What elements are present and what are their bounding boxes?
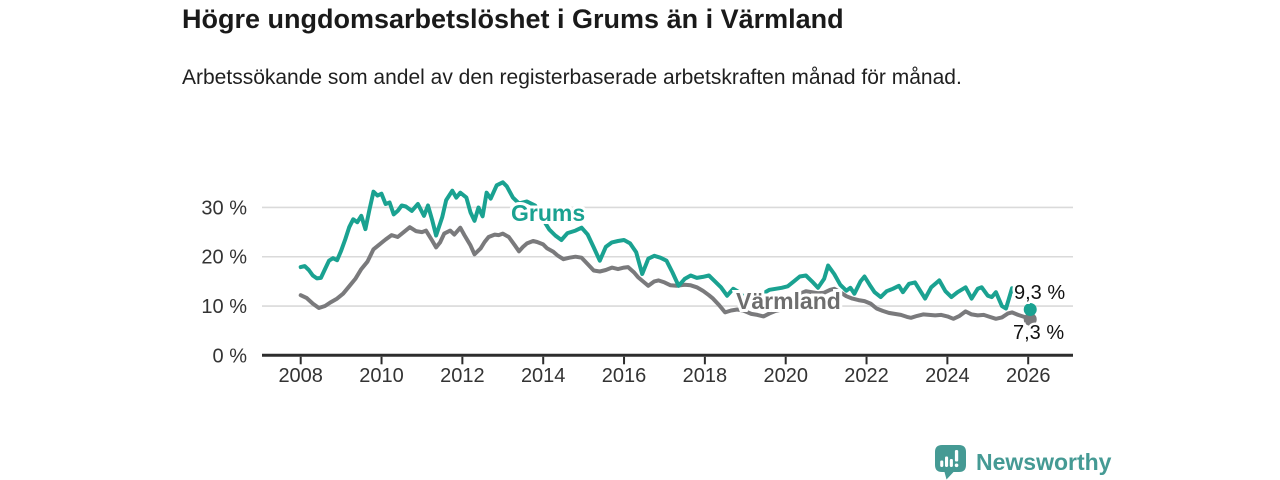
y-tick-label: 0 %	[213, 345, 248, 367]
x-tick-label: 2022	[844, 365, 889, 387]
series-line-grums	[298, 180, 1014, 311]
end-value-label-grums: 9,3 %	[1014, 282, 1065, 304]
x-tick-label: 2014	[521, 365, 566, 387]
series-line-värmland	[298, 225, 1033, 322]
x-tick-label: 2018	[683, 365, 728, 387]
series-label-värmland: Värmland	[736, 288, 841, 314]
y-tick-label: 30 %	[201, 197, 247, 219]
x-tick-label: 2024	[925, 365, 970, 387]
newsworthy-logo[interactable]: Newsworthy	[934, 444, 1111, 480]
x-tick-label: 2016	[602, 365, 647, 387]
chart-subtitle: Arbetssökande som andel av den registerb…	[182, 66, 962, 89]
end-dot-värmland	[1023, 312, 1037, 326]
x-tick-label: 2008	[278, 365, 323, 387]
end-dot-grums	[1023, 302, 1037, 316]
y-tick-label: 20 %	[201, 247, 247, 269]
series-label-grums: Grums	[511, 200, 585, 226]
y-tick-label: 10 %	[201, 296, 247, 318]
chart-title: Högre ungdomsarbetslöshet i Grums än i V…	[182, 4, 844, 34]
newsworthy-logo-icon	[935, 445, 966, 480]
x-tick-label: 2012	[440, 365, 485, 387]
x-tick-label: 2026	[1006, 365, 1051, 387]
x-tick-label: 2010	[359, 365, 404, 387]
x-tick-label: 2020	[763, 365, 808, 387]
end-value-label-värmland: 7,3 %	[1013, 322, 1064, 344]
newsworthy-logo-text: Newsworthy	[976, 449, 1112, 475]
